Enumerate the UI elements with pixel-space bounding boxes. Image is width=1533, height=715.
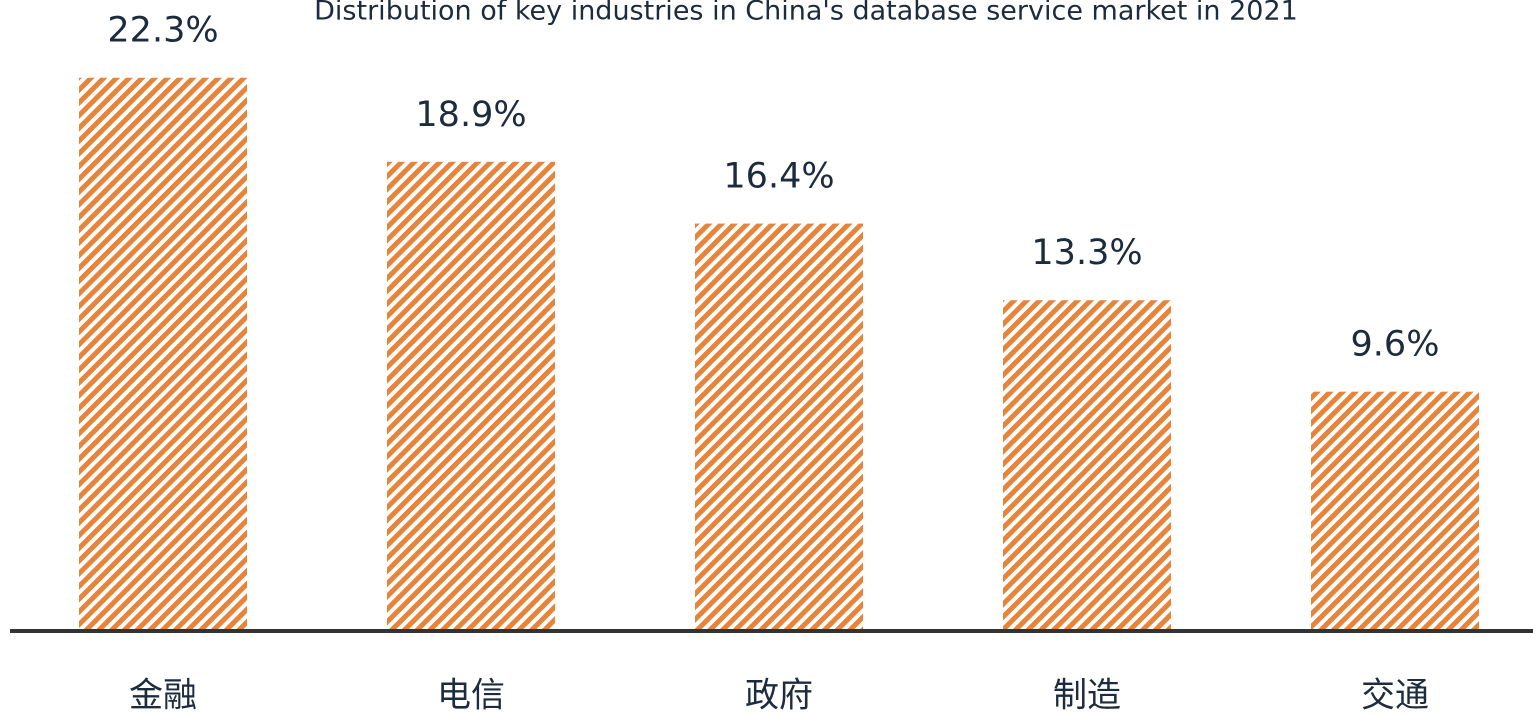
value-label: 9.6%	[1351, 325, 1440, 365]
x-tick-label: 交通	[1361, 676, 1429, 715]
bar	[1311, 391, 1479, 629]
bar	[79, 77, 247, 629]
x-tick-label: 制造	[1053, 676, 1121, 715]
x-tick-label: 政府	[745, 676, 813, 715]
value-label: 16.4%	[723, 157, 834, 197]
bar	[695, 223, 863, 630]
value-label: 13.3%	[1031, 233, 1142, 273]
value-label: 22.3%	[107, 11, 218, 51]
x-tick-label: 金融	[129, 676, 197, 715]
bar	[1003, 300, 1171, 629]
x-tick-label: 电信	[437, 676, 505, 715]
chart-title: Distribution of key industries in China'…	[314, 0, 1298, 27]
value-label: 18.9%	[415, 95, 526, 135]
bar	[387, 161, 555, 630]
